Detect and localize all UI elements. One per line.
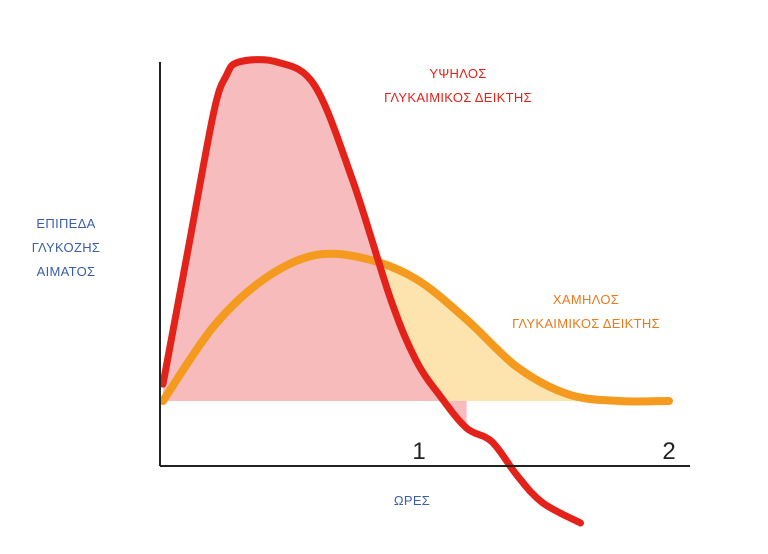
low-gi-label-line-1: ΧΑΜΗΛΟΣ <box>553 292 619 307</box>
low-gi-curve <box>159 249 673 406</box>
y-axis-title-line-2: ΓΛΥΚΟΖΗΣ <box>32 240 101 255</box>
y-axis-title-line-1: ΕΠΙΠΕΔΑ <box>36 216 95 231</box>
x-tick-label-2: 2 <box>662 438 675 465</box>
high-gi-label-line-1: ΥΨΗΛΟΣ <box>429 66 486 81</box>
high-gi-area <box>163 59 467 429</box>
x-axis-title: ΩΡΕΣ <box>394 493 430 508</box>
low-gi-label-line-2: ΓΛΥΚΑΙΜΙΚΟΣ ΔΕΙΚΤΗΣ <box>512 316 660 331</box>
high-gi-curve <box>159 56 584 527</box>
x-tick-label-1: 1 <box>412 438 425 465</box>
y-axis-title-line-3: ΑΙΜΑΤΟΣ <box>37 264 96 279</box>
high-gi-label-line-2: ΓΛΥΚΑΙΜΙΚΟΣ ΔΕΙΚΤΗΣ <box>384 90 532 105</box>
